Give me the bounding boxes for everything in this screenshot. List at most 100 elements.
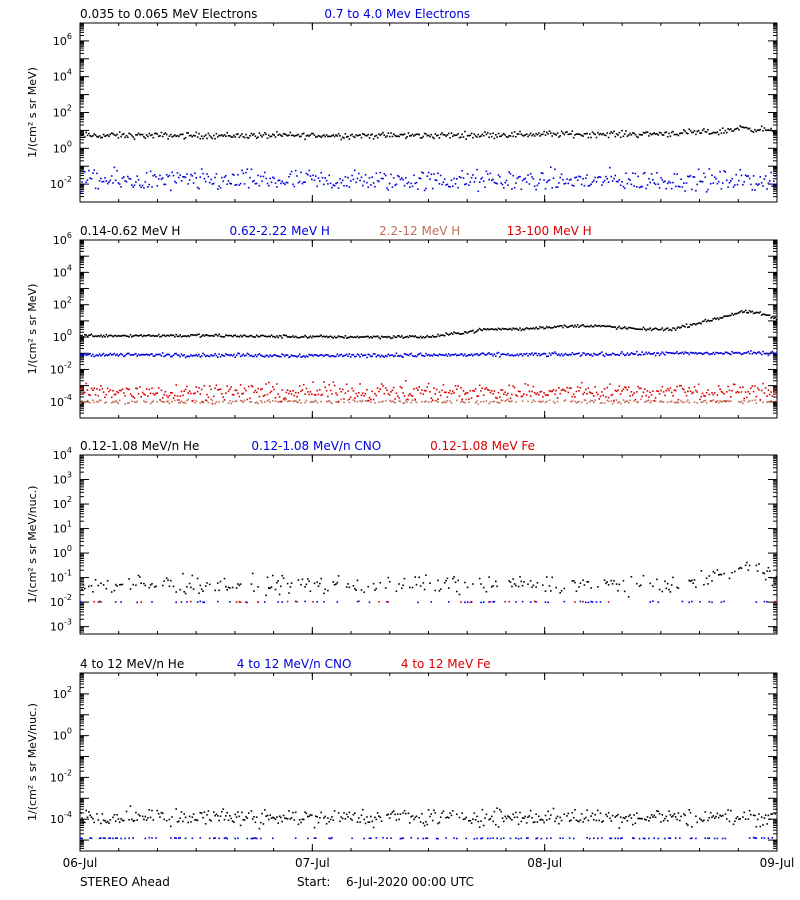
data-point xyxy=(495,355,497,357)
data-point xyxy=(278,179,281,182)
data-point xyxy=(202,601,204,603)
data-point xyxy=(290,170,293,173)
data-point xyxy=(746,126,748,129)
data-point xyxy=(282,398,285,400)
data-point xyxy=(276,581,278,584)
data-point xyxy=(579,582,582,584)
data-point xyxy=(644,328,646,330)
data-point xyxy=(529,327,532,330)
data-point xyxy=(411,399,414,401)
data-point xyxy=(687,390,689,393)
data-point xyxy=(548,352,551,355)
data-point xyxy=(615,399,618,401)
data-point xyxy=(370,336,372,338)
data-point xyxy=(208,134,211,137)
data-point xyxy=(688,809,690,811)
data-point xyxy=(486,388,489,391)
data-point xyxy=(767,566,770,569)
data-point xyxy=(320,334,322,336)
data-point xyxy=(672,181,674,184)
data-point xyxy=(82,584,85,586)
data-point xyxy=(128,132,130,135)
data-point xyxy=(527,583,529,585)
data-point xyxy=(763,313,766,316)
data-point xyxy=(746,396,748,399)
data-point xyxy=(762,185,764,187)
data-point xyxy=(151,186,153,188)
data-point xyxy=(97,819,100,821)
data-point xyxy=(290,582,293,584)
data-point xyxy=(587,352,590,355)
data-point xyxy=(105,401,108,403)
data-point xyxy=(431,355,434,357)
data-point xyxy=(147,135,149,138)
data-point xyxy=(251,572,254,575)
legend-entry: 0.12-1.08 MeV/n CNO xyxy=(251,439,381,453)
data-point xyxy=(533,400,536,403)
data-point xyxy=(512,578,514,580)
data-point xyxy=(335,583,337,585)
data-point xyxy=(341,336,344,338)
data-point xyxy=(308,353,310,356)
data-point xyxy=(599,402,602,404)
data-point xyxy=(735,351,737,354)
data-point xyxy=(633,353,635,355)
data-point xyxy=(615,815,618,817)
data-point xyxy=(163,580,165,582)
data-point xyxy=(507,815,509,817)
data-point xyxy=(462,401,465,403)
data-point xyxy=(188,355,191,358)
data-point xyxy=(456,590,458,593)
data-point xyxy=(509,327,512,330)
data-point xyxy=(756,387,759,389)
data-point xyxy=(164,390,167,393)
data-point xyxy=(699,322,701,324)
data-point xyxy=(730,128,732,130)
data-point xyxy=(387,392,390,395)
data-point xyxy=(567,354,570,357)
data-point xyxy=(517,354,520,357)
data-point xyxy=(774,813,776,815)
data-point xyxy=(246,601,249,604)
data-point xyxy=(264,401,266,403)
data-point xyxy=(355,134,357,136)
data-point xyxy=(768,818,771,820)
data-point xyxy=(680,384,682,387)
data-point xyxy=(739,386,741,389)
data-point xyxy=(564,131,567,134)
data-point xyxy=(524,327,527,330)
data-point xyxy=(315,175,317,177)
data-point xyxy=(198,353,200,356)
data-point xyxy=(298,385,301,387)
data-point xyxy=(210,398,212,401)
data-point xyxy=(602,820,604,822)
data-point xyxy=(611,180,614,182)
data-point xyxy=(466,601,469,603)
data-point xyxy=(312,174,314,177)
data-point xyxy=(482,824,485,827)
data-point xyxy=(300,402,302,404)
data-point xyxy=(595,601,598,603)
data-point xyxy=(414,134,416,136)
data-point xyxy=(218,837,220,840)
data-point xyxy=(721,837,724,840)
data-point xyxy=(623,401,626,403)
data-point xyxy=(555,326,557,328)
data-point xyxy=(372,182,375,184)
data-point xyxy=(312,401,314,403)
data-point xyxy=(542,172,544,175)
data-point xyxy=(104,396,106,399)
data-point xyxy=(202,816,204,819)
data-point xyxy=(464,183,466,186)
data-point xyxy=(151,809,153,812)
data-point xyxy=(750,813,752,816)
data-point xyxy=(523,817,525,819)
data-point xyxy=(325,335,328,338)
data-point xyxy=(153,335,156,337)
data-point xyxy=(503,393,505,395)
data-point xyxy=(441,812,443,814)
data-point xyxy=(307,355,309,358)
data-point xyxy=(539,135,541,137)
data-point xyxy=(474,819,477,821)
data-point xyxy=(586,393,588,395)
